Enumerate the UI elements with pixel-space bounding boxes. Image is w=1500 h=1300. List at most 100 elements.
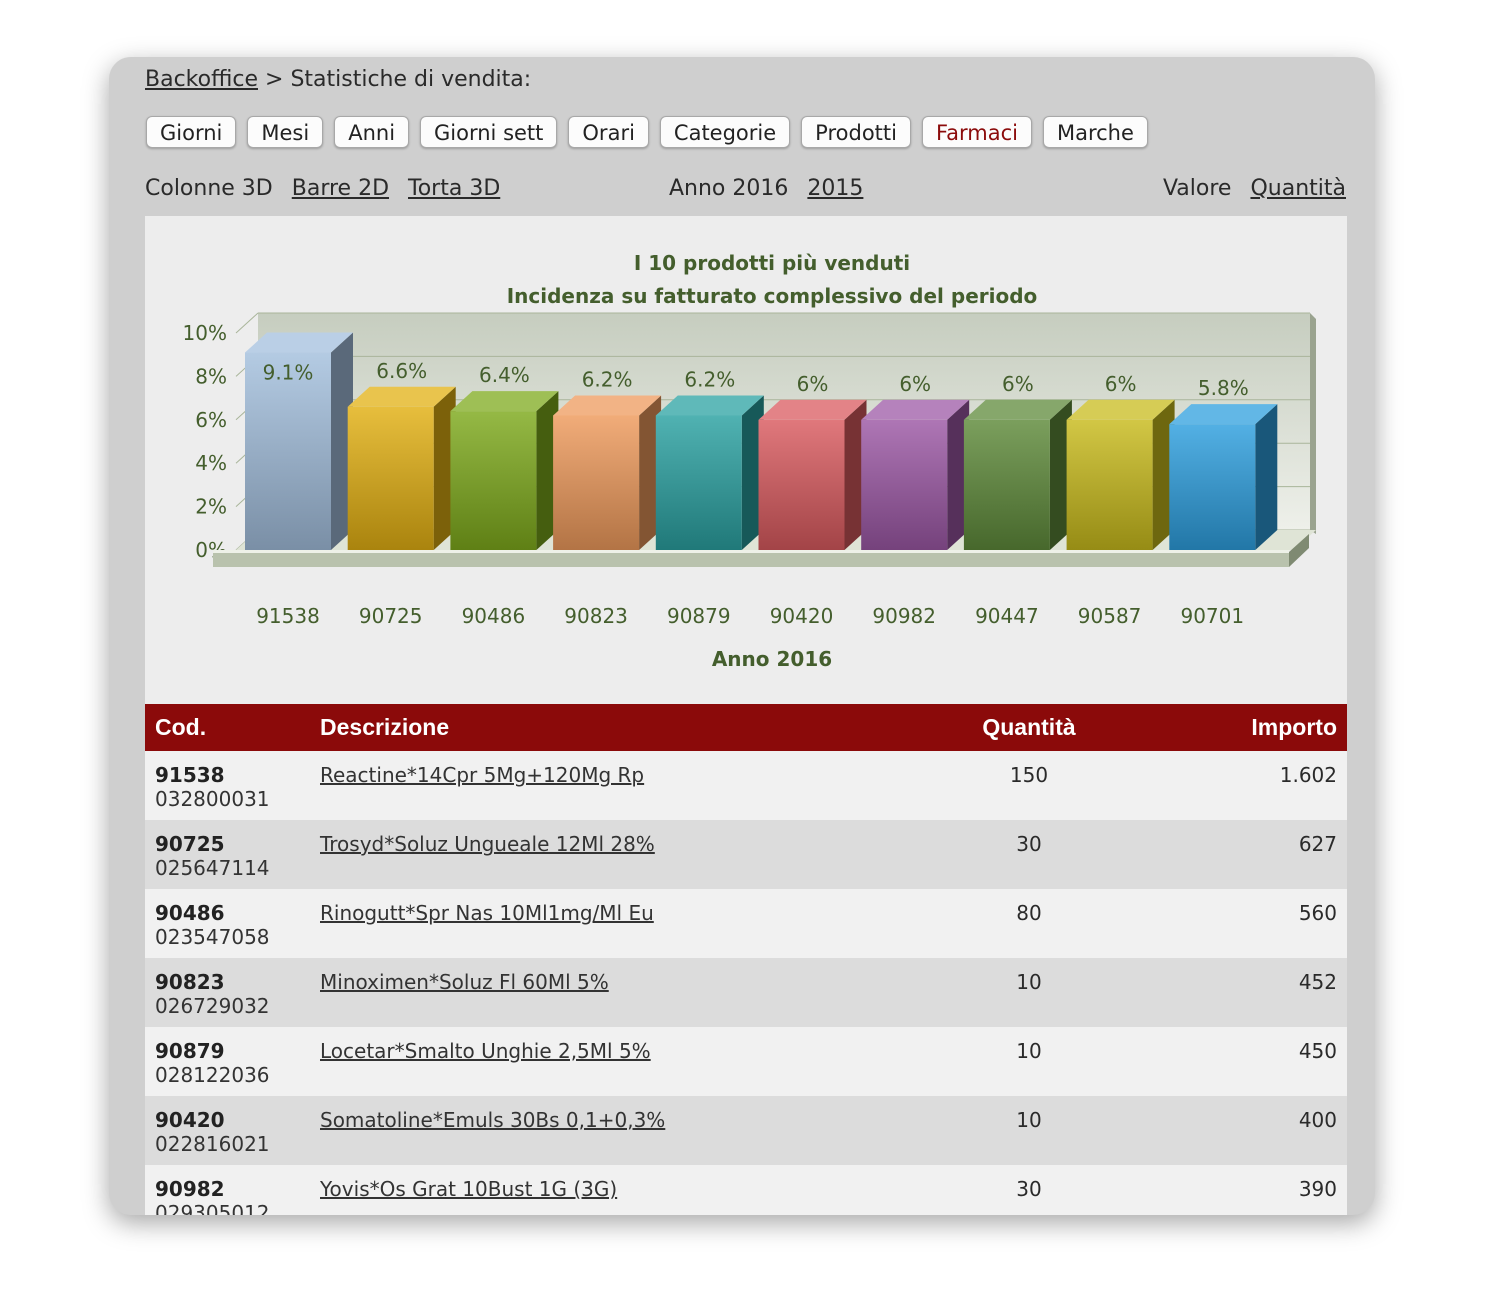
bar-top bbox=[245, 332, 353, 353]
header-amount: Importo bbox=[1143, 704, 1347, 751]
y-tick-label: 2% bbox=[195, 495, 227, 519]
data-label: 6% bbox=[1002, 372, 1034, 396]
chart-type-current: Colonne 3D bbox=[145, 176, 273, 201]
data-label: 6% bbox=[1105, 372, 1137, 396]
bar-top bbox=[450, 391, 559, 412]
x-tick-label: 90447 bbox=[975, 604, 1039, 628]
bar bbox=[450, 411, 537, 550]
product-aic: 029305012 bbox=[155, 1201, 270, 1215]
bar bbox=[758, 419, 845, 550]
nav-giorni-button[interactable]: Giorni bbox=[146, 116, 237, 148]
product-aic: 028122036 bbox=[155, 1063, 270, 1087]
nav-mesi-button[interactable]: Mesi bbox=[247, 116, 324, 148]
nav-farmaci-button[interactable]: Farmaci bbox=[921, 116, 1032, 148]
x-tick-label: 90879 bbox=[667, 604, 731, 628]
bar bbox=[655, 415, 742, 550]
chart-floor-side bbox=[1289, 534, 1309, 567]
product-link[interactable]: Rinogutt*Spr Nas 10Ml1mg/Ml Eu bbox=[320, 901, 654, 925]
cell-code: 90982 029305012 bbox=[145, 1165, 310, 1215]
cell-quantity: 10 bbox=[915, 1027, 1143, 1096]
product-link[interactable]: Locetar*Smalto Unghie 2,5Ml 5% bbox=[320, 1039, 651, 1063]
cell-description: Yovis*Os Grat 10Bust 1G (3G) bbox=[310, 1165, 915, 1215]
metric-quantita-link[interactable]: Quantità bbox=[1250, 176, 1346, 201]
product-code: 90823 bbox=[155, 970, 225, 994]
x-tick-label: 90823 bbox=[564, 604, 628, 628]
bar-top bbox=[553, 395, 662, 416]
app-window: Backoffice > Statistiche di vendita: Gio… bbox=[109, 57, 1375, 1215]
cell-amount: 390 bbox=[1143, 1165, 1347, 1215]
table-row: 90982 029305012 Yovis*Os Grat 10Bust 1G (… bbox=[145, 1165, 1347, 1215]
chart-type-torta-3d-link[interactable]: Torta 3D bbox=[408, 176, 501, 201]
bar-side bbox=[741, 395, 764, 550]
chart-title: I 10 prodotti più venduti bbox=[634, 251, 910, 275]
nav-anni-button[interactable]: Anni bbox=[334, 116, 410, 148]
cell-description: Somatoline*Emuls 30Bs 0,1+0,3% bbox=[310, 1096, 915, 1165]
year-2015-link[interactable]: 2015 bbox=[807, 176, 864, 201]
cell-quantity: 150 bbox=[915, 751, 1143, 820]
bar-side bbox=[639, 395, 662, 550]
cell-amount: 560 bbox=[1143, 889, 1347, 958]
cell-description: Trosyd*Soluz Ungueale 12Ml 28% bbox=[310, 820, 915, 889]
cell-code: 90420 022816021 bbox=[145, 1096, 310, 1165]
cell-quantity: 10 bbox=[915, 1096, 1143, 1165]
bar bbox=[963, 419, 1050, 550]
product-link[interactable]: Yovis*Os Grat 10Bust 1G (3G) bbox=[320, 1177, 618, 1201]
bar-side bbox=[1049, 399, 1072, 550]
cell-amount: 1.602 bbox=[1143, 751, 1347, 820]
nav-orari-button[interactable]: Orari bbox=[568, 116, 649, 148]
bar-top bbox=[655, 395, 764, 416]
bar bbox=[1169, 424, 1256, 550]
product-code: 90725 bbox=[155, 832, 225, 856]
data-label: 6.2% bbox=[684, 367, 735, 391]
breadcrumb-home-link[interactable]: Backoffice bbox=[145, 67, 258, 92]
x-tick-label: 90725 bbox=[359, 604, 423, 628]
nav-prodotti-button[interactable]: Prodotti bbox=[801, 116, 911, 148]
product-link[interactable]: Reactine*14Cpr 5Mg+120Mg Rp bbox=[320, 763, 645, 787]
metric-options: Valore Quantità bbox=[1163, 176, 1346, 201]
data-label: 5.8% bbox=[1198, 376, 1249, 400]
product-code: 90486 bbox=[155, 901, 225, 925]
bar-top bbox=[1169, 404, 1278, 425]
chart-floor-front bbox=[213, 552, 1289, 567]
stats-nav: Giorni Mesi Anni Giorni sett Orari Categ… bbox=[146, 116, 1159, 148]
x-tick-label: 90486 bbox=[462, 604, 526, 628]
year-current: Anno 2016 bbox=[669, 176, 789, 201]
y-tick-label: 10% bbox=[183, 321, 227, 345]
product-aic: 025647114 bbox=[155, 856, 270, 880]
table-row: 90823 026729032 Minoximen*Soluz Fl 60Ml 5… bbox=[145, 958, 1347, 1027]
bar-side bbox=[844, 399, 867, 550]
product-link[interactable]: Minoximen*Soluz Fl 60Ml 5% bbox=[320, 970, 609, 994]
table-row: 90420 022816021 Somatoline*Emuls 30Bs 0,1… bbox=[145, 1096, 1347, 1165]
bar-side bbox=[1255, 404, 1278, 550]
bar-top bbox=[861, 399, 970, 420]
product-aic: 022816021 bbox=[155, 1132, 270, 1156]
cell-description: Rinogutt*Spr Nas 10Ml1mg/Ml Eu bbox=[310, 889, 915, 958]
product-link[interactable]: Somatoline*Emuls 30Bs 0,1+0,3% bbox=[320, 1108, 666, 1132]
nav-categorie-button[interactable]: Categorie bbox=[659, 116, 791, 148]
cell-code: 91538 032800031 bbox=[145, 751, 310, 820]
bar-side bbox=[1152, 399, 1175, 550]
y-tick-label: 4% bbox=[195, 451, 227, 475]
nav-marche-button[interactable]: Marche bbox=[1042, 116, 1148, 148]
cell-quantity: 30 bbox=[915, 1165, 1143, 1215]
chart-type-barre-2d-link[interactable]: Barre 2D bbox=[291, 176, 390, 201]
x-tick-label: 90587 bbox=[1078, 604, 1142, 628]
product-aic: 026729032 bbox=[155, 994, 270, 1018]
nav-giorni-sett-button[interactable]: Giorni sett bbox=[420, 116, 558, 148]
product-link[interactable]: Trosyd*Soluz Ungueale 12Ml 28% bbox=[320, 832, 655, 856]
chart-type-options: Colonne 3D Barre 2D Torta 3D bbox=[145, 176, 500, 201]
header-description: Descrizione bbox=[310, 704, 915, 751]
chart-subtitle: Incidenza su fatturato complessivo del p… bbox=[507, 284, 1038, 308]
cell-description: Minoximen*Soluz Fl 60Ml 5% bbox=[310, 958, 915, 1027]
breadcrumb-separator: > bbox=[265, 67, 284, 92]
bar-side bbox=[331, 332, 353, 550]
cell-quantity: 80 bbox=[915, 889, 1143, 958]
products-table: Cod. Descrizione Quantità Importo 91538 0… bbox=[145, 704, 1347, 1215]
bar bbox=[861, 419, 948, 550]
x-tick-label: 90420 bbox=[770, 604, 834, 628]
cell-amount: 452 bbox=[1143, 958, 1347, 1027]
cell-code: 90823 026729032 bbox=[145, 958, 310, 1027]
bar-side bbox=[433, 386, 456, 550]
table-row: 90879 028122036 Locetar*Smalto Unghie 2,5… bbox=[145, 1027, 1347, 1096]
data-label: 6.6% bbox=[376, 359, 427, 383]
